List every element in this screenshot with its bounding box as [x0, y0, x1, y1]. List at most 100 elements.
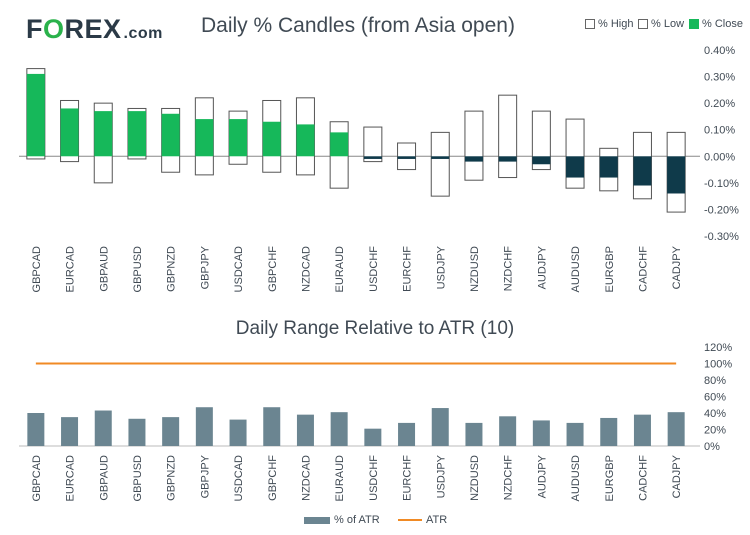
- legend-low-swatch: [638, 19, 648, 29]
- close-bar: [633, 156, 652, 186]
- close-bar: [161, 113, 180, 157]
- close-bar: [397, 156, 416, 159]
- atr-chart-title: Daily Range Relative to ATR (10): [235, 318, 515, 339]
- x-tick-label: EURCHF: [402, 246, 414, 292]
- atr-pct-bar: [398, 422, 416, 446]
- x2-tick-label: USDCHF: [368, 455, 380, 501]
- range-box: [565, 118, 585, 189]
- legend-pct-atr-swatch: [304, 516, 330, 524]
- close-bar: [296, 124, 315, 157]
- close-bar: [498, 156, 517, 162]
- y2-tick-label: 40%: [704, 408, 726, 420]
- atr-pct-bar: [499, 416, 517, 446]
- x2-tick-label: CADJPY: [671, 454, 683, 498]
- close-bar: [431, 156, 450, 159]
- x2-tick-label: EURCAD: [65, 455, 77, 502]
- range-box: [531, 110, 551, 171]
- atr-pct-bar: [128, 418, 146, 446]
- atr-pct-bar: [61, 417, 79, 446]
- x-tick-label: USDJPY: [435, 245, 447, 289]
- x-tick-label: GBPUSD: [132, 246, 144, 293]
- x-tick-label: NZDUSD: [469, 246, 481, 292]
- close-bar: [599, 156, 618, 178]
- y2-tick-label: 0%: [704, 441, 720, 453]
- x-tick-label: GBPCHF: [267, 246, 279, 292]
- atr-pct-bar: [465, 422, 483, 446]
- x2-tick-label: AUDUSD: [570, 455, 582, 502]
- x2-tick-label: GBPNZD: [166, 455, 178, 501]
- legend-atr-swatch: [398, 519, 422, 521]
- atr-pct-bar: [94, 410, 112, 446]
- x2-tick-label: GBPAUD: [98, 455, 110, 501]
- legend-high: % High: [585, 18, 633, 30]
- close-bar: [667, 156, 686, 194]
- atr-pct-bar: [633, 414, 651, 446]
- close-bar: [195, 119, 214, 157]
- atr-pct-bar: [229, 419, 247, 446]
- x-tick-label: EURCAD: [65, 246, 77, 293]
- close-bar: [566, 156, 585, 178]
- legend-close: % Close: [689, 18, 743, 30]
- y2-tick-label: 120%: [704, 342, 732, 354]
- y-tick-label: 0.40%: [704, 45, 735, 57]
- x-tick-label: USDCHF: [368, 246, 380, 292]
- atr-pct-bar: [532, 420, 550, 446]
- x-tick-label: CADCHF: [637, 246, 649, 292]
- y2-tick-label: 100%: [704, 359, 732, 371]
- y-tick-label: -0.30%: [704, 231, 739, 243]
- x2-tick-label: NZDCAD: [300, 455, 312, 501]
- x-tick-label: GBPAUD: [98, 246, 110, 292]
- x2-tick-label: AUDJPY: [536, 454, 548, 498]
- x2-tick-label: NZDCHF: [503, 455, 515, 500]
- atr-pct-bar: [195, 407, 213, 446]
- y2-tick-label: 80%: [704, 375, 726, 387]
- close-bar: [26, 73, 45, 157]
- forex-logo: FOREX .com: [26, 14, 163, 44]
- range-box: [464, 110, 484, 181]
- legend-high-swatch: [585, 19, 595, 29]
- atr-pct-bar: [330, 412, 348, 446]
- x-tick-label: AUDUSD: [570, 246, 582, 293]
- x-tick-label: EURGBP: [604, 246, 616, 292]
- close-bar: [94, 111, 113, 157]
- atr-pct-bar: [263, 407, 281, 446]
- y-tick-label: -0.10%: [704, 178, 739, 190]
- x2-tick-label: NZDUSD: [469, 455, 481, 501]
- x-tick-label: NZDCHF: [503, 246, 515, 291]
- close-bar: [262, 121, 281, 157]
- x2-tick-label: CADCHF: [637, 455, 649, 501]
- x-tick-label: NZDCAD: [300, 246, 312, 292]
- atr-pct-bar: [667, 412, 685, 446]
- atr-pct-bar: [431, 408, 449, 446]
- x2-tick-label: GBPCAD: [31, 455, 43, 502]
- atr-pct-bar: [296, 414, 314, 446]
- y2-tick-label: 60%: [704, 392, 726, 404]
- y2-tick-label: 20%: [704, 425, 726, 437]
- range-box: [498, 94, 518, 179]
- close-bar: [60, 108, 79, 157]
- atr-pct-bar: [364, 428, 382, 446]
- atr-pct-bar: [566, 422, 584, 446]
- x-tick-label: EURAUD: [334, 246, 346, 293]
- x2-tick-label: EURGBP: [604, 455, 616, 501]
- x2-tick-label: GBPCHF: [267, 455, 279, 501]
- y-tick-label: 0.20%: [704, 98, 735, 110]
- range-box: [430, 131, 450, 197]
- close-bar: [229, 119, 248, 157]
- x-tick-label: USDCAD: [233, 246, 245, 293]
- x2-tick-label: EURAUD: [334, 455, 346, 502]
- close-bar: [363, 156, 382, 159]
- legend-close-swatch: [689, 19, 699, 29]
- legend-pct-atr: % of ATR: [304, 514, 380, 526]
- range-box: [363, 126, 383, 163]
- x2-tick-label: USDJPY: [435, 454, 447, 498]
- x2-tick-label: USDCAD: [233, 455, 245, 502]
- atr-pct-bar: [27, 413, 45, 446]
- x-tick-label: AUDJPY: [536, 245, 548, 289]
- atr-pct-bar: [600, 417, 618, 446]
- close-bar: [464, 156, 483, 162]
- close-bar: [330, 132, 349, 157]
- y-tick-label: -0.20%: [704, 204, 739, 216]
